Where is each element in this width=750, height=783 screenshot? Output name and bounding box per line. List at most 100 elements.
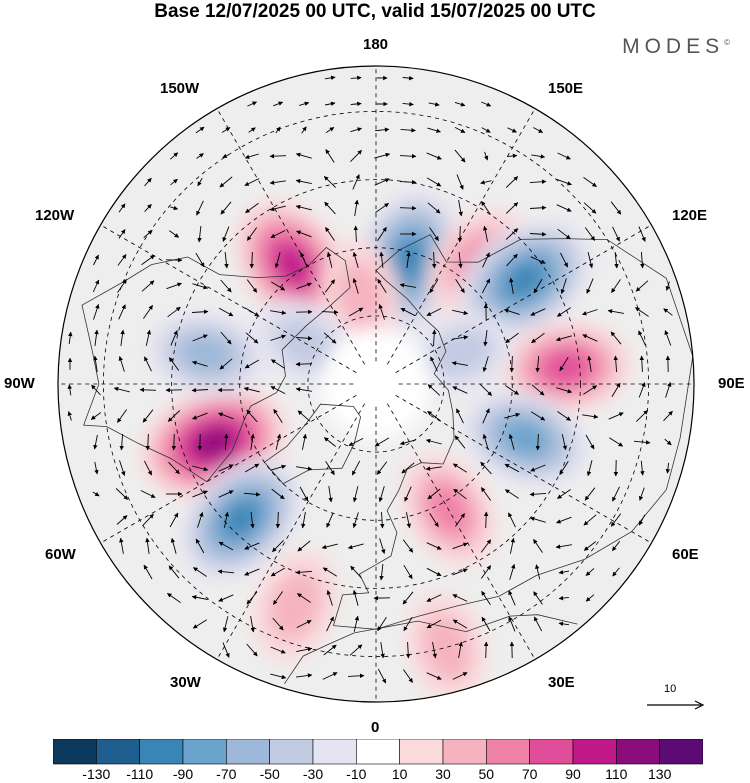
- wind-arrow-249: [608, 412, 624, 420]
- wind-arrow-242: [427, 410, 441, 422]
- wind-arrow-232: [67, 411, 72, 421]
- wind-arrow-19: [325, 127, 335, 133]
- wind-arrow-89: [296, 230, 312, 238]
- wind-arrow-313: [480, 487, 492, 501]
- wind-arrow-168: [607, 309, 624, 314]
- wind-arrow-155: [270, 310, 287, 315]
- wind-arrow-332: [429, 513, 439, 528]
- wind-arrow-235: [142, 409, 154, 423]
- wind-arrow-80: [583, 202, 597, 214]
- wind-arrow-129: [192, 283, 209, 290]
- wind-arrow-157: [321, 309, 339, 315]
- wind-arrow-254: [145, 433, 151, 451]
- wind-arrow-311: [427, 488, 441, 500]
- wind-arrow-424: [270, 673, 287, 680]
- wind-arrow-152: [191, 309, 209, 314]
- wind-arrow-166: [556, 307, 571, 317]
- anomaly-blob-4-level-3: [543, 351, 590, 384]
- wind-arrow-387: [352, 589, 359, 606]
- wind-arrow-69: [295, 204, 312, 211]
- wind-arrow-234: [117, 409, 127, 423]
- wind-arrow-308: [352, 486, 359, 503]
- wind-arrow-33: [295, 152, 312, 159]
- wind-arrow-31: [244, 153, 259, 160]
- meridian-150: [387, 108, 536, 365]
- wind-arrow-252: [93, 434, 98, 450]
- wind-arrow-385: [297, 593, 311, 603]
- wind-arrow-161: [426, 307, 442, 317]
- wind-arrow-141: [509, 277, 514, 294]
- colorbar-segment-5: [269, 739, 314, 765]
- wind-arrow-304: [243, 492, 261, 497]
- wind-arrow-336: [529, 516, 546, 523]
- wind-arrow-172: [94, 329, 99, 346]
- wind-arrow-72: [375, 203, 389, 213]
- meridian-330: [216, 403, 365, 660]
- wind-arrow-306: [299, 486, 309, 502]
- wind-arrow-359: [583, 541, 597, 551]
- wind-arrow-341: [119, 537, 124, 554]
- wind-arrow-250: [635, 410, 649, 422]
- wind-arrow-261: [323, 437, 336, 447]
- wind-arrow-410: [533, 616, 543, 632]
- wind-arrow-208: [587, 355, 592, 372]
- wind-arrow-364: [217, 569, 235, 574]
- wind-arrow-191: [664, 330, 672, 346]
- wind-arrow-416: [323, 644, 337, 656]
- wind-arrow-17: [275, 126, 281, 134]
- anomaly-blob-7-level-5: [195, 429, 232, 457]
- wind-arrow-285: [351, 460, 361, 476]
- colorbar-tick-label: -70: [216, 766, 237, 782]
- colorbar: [53, 739, 703, 765]
- wind-arrow-268: [508, 433, 515, 450]
- wind-arrow-122: [587, 252, 594, 269]
- wind-arrow-398: [222, 616, 229, 633]
- colorbar-segment-8: [399, 739, 444, 765]
- wind-arrow-200: [270, 359, 285, 369]
- wind-arrow-42: [531, 154, 546, 159]
- wind-arrow-197: [191, 360, 208, 367]
- wind-arrow-386: [326, 589, 333, 606]
- wind-arrow-239: [246, 409, 258, 423]
- wind-arrow-7: [324, 101, 336, 107]
- wind-arrow-396: [585, 594, 595, 602]
- wind-arrow-41: [507, 153, 518, 159]
- wind-arrow-198: [219, 358, 233, 370]
- wind-arrow-217: [191, 388, 209, 393]
- wind-arrow-21: [375, 127, 390, 132]
- wind-arrow-381: [191, 595, 208, 600]
- wind-arrow-125: [92, 279, 100, 293]
- colorbar-tick-label: 10: [391, 766, 408, 782]
- wind-arrow-13: [481, 101, 492, 107]
- wind-arrow-49: [269, 180, 286, 185]
- wind-arrow-205: [509, 355, 515, 373]
- wind-arrow-144: [586, 278, 594, 294]
- wind-arrow-185: [505, 332, 519, 344]
- wind-arrow-44: [144, 177, 152, 187]
- wind-arrow-113: [352, 251, 359, 268]
- wind-arrow-296: [640, 460, 645, 476]
- wind-arrow-271: [585, 434, 595, 450]
- wind-arrow-331: [405, 512, 411, 529]
- wind-arrow-91: [353, 225, 359, 243]
- wind-arrow-319: [638, 487, 645, 501]
- colorbar-segment-6: [312, 739, 357, 765]
- wind-arrow-58: [505, 176, 519, 188]
- wind-arrow-54: [399, 179, 417, 185]
- lon-label-150e: 150E: [548, 80, 584, 97]
- wind-arrow-85: [197, 225, 202, 243]
- wind-arrow-422: [483, 641, 489, 659]
- wind-arrow-382: [218, 594, 234, 602]
- wind-arrow-50: [295, 179, 312, 185]
- colorbar-segment-7: [356, 739, 400, 765]
- coastline-0: [81, 246, 351, 483]
- wind-arrow-408: [481, 616, 491, 632]
- wind-arrow-132: [270, 281, 286, 291]
- wind-arrow-180: [295, 336, 313, 341]
- wind-arrow-315: [529, 492, 547, 497]
- wind-arrow-391: [452, 594, 468, 602]
- colorbar-tick-label: -30: [302, 766, 324, 782]
- wind-arrow-323: [197, 511, 204, 528]
- wind-arrow-32: [269, 153, 287, 159]
- wind-arrow-131: [246, 279, 258, 293]
